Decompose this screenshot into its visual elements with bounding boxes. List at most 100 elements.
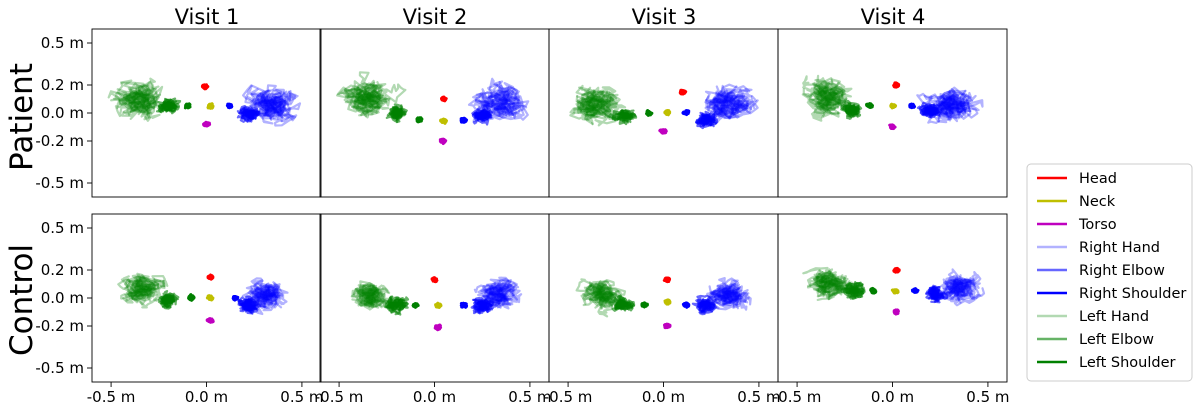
trajectory-left-hand [357, 282, 378, 306]
legend-item-right-elbow: Right Elbow [1037, 263, 1165, 279]
trajectory-neck [435, 301, 442, 308]
legend-label: Head [1079, 171, 1117, 187]
trajectory-right-hand [494, 279, 518, 301]
trajectory-left-hand [816, 85, 845, 115]
legend-label: Left Shoulder [1079, 355, 1175, 371]
x-tick-label: 0.5 m [280, 388, 323, 406]
series-right-elbow [925, 284, 949, 304]
trajectory-right-hand [712, 277, 740, 306]
legend-label: Right Elbow [1079, 263, 1165, 279]
trajectory-left-hand [577, 90, 606, 117]
trajectory-left-hand [576, 95, 612, 117]
trajectory-left-hand [114, 93, 152, 118]
trajectory-left-hand [116, 84, 145, 111]
trajectory-left-hand [336, 84, 382, 117]
trajectory-left-elbow [845, 282, 858, 296]
trajectory-left-hand [343, 89, 388, 113]
trajectory-right-hand [707, 96, 749, 119]
trajectory-right-hand [474, 86, 524, 113]
trajectory-right-hand [485, 278, 512, 304]
y-tick-label: 0.2 m [41, 76, 84, 94]
legend-item-right-hand: Right Hand [1037, 240, 1160, 256]
series-right-hand [936, 268, 986, 307]
trajectory-neck [207, 103, 214, 110]
series-left-elbow [157, 290, 180, 310]
x-tick-label: 0.0 m [642, 388, 685, 406]
panel-patient-visit-2 [319, 28, 550, 198]
trajectory-left-hand [125, 82, 159, 119]
trajectory-left-hand [813, 81, 837, 111]
panel-control-visit-2 [319, 213, 550, 387]
trajectory-right-hand [480, 285, 514, 310]
trajectory-left-hand [812, 272, 849, 293]
series-neck [434, 301, 443, 309]
trajectory-left-elbow [842, 103, 860, 115]
trajectory-left-hand [124, 278, 157, 297]
trajectory-left-hand [357, 71, 383, 116]
trajectory-left-hand [120, 275, 149, 300]
trajectory-left-hand [120, 275, 156, 301]
trajectory-left-hand [813, 85, 852, 119]
series-torso [658, 128, 668, 135]
series-head [662, 276, 672, 284]
trajectory-right-hand [942, 278, 977, 301]
trajectory-left-hand [583, 281, 613, 302]
trajectory-left-hand [801, 93, 848, 118]
trajectory-torso [203, 121, 212, 127]
trajectory-torso [663, 322, 671, 329]
trajectory-left-hand [587, 279, 615, 302]
trajectory-left-hand [816, 277, 853, 299]
trajectory-head [679, 89, 687, 95]
x-tick-label: 0.0 m [413, 388, 456, 406]
trajectory-left-hand [586, 280, 610, 303]
legend-label: Torso [1078, 217, 1117, 233]
trajectory-right-hand [942, 279, 968, 302]
trajectory-left-hand [813, 78, 853, 102]
trajectory-left-hand [585, 282, 615, 318]
trajectory-right-elbow [701, 111, 719, 127]
trajectory-right-hand [487, 80, 518, 116]
series-torso [433, 323, 443, 332]
series-right-elbow [470, 296, 495, 315]
trajectory-right-hand [258, 84, 297, 117]
trajectory-right-shoulder [232, 295, 240, 301]
series-torso [888, 123, 897, 131]
trajectory-left-hand [360, 286, 383, 309]
col-title-visit-2: Visit 2 [403, 5, 468, 29]
series-left-elbow [385, 103, 408, 124]
trajectory-torso [660, 128, 668, 135]
trajectory-left-hand [356, 284, 391, 306]
trajectory-left-elbow [615, 294, 634, 312]
x-tick-label: -0.5 m [773, 388, 822, 406]
trajectory-right-hand [261, 90, 299, 114]
trajectory-left-shoulder [641, 303, 648, 309]
series-right-elbow [691, 294, 717, 316]
y-tick-label: 0.0 m [41, 104, 84, 122]
series-right-hand [704, 83, 759, 125]
trajectory-left-hand [583, 86, 627, 119]
series-right-elbow [471, 107, 493, 126]
trajectory-left-hand [815, 274, 847, 298]
trajectory-neck [442, 118, 448, 125]
trajectory-neck [889, 102, 896, 109]
series-left-elbow [384, 295, 410, 316]
series-left-hand [569, 84, 627, 127]
trajectory-left-hand [131, 80, 166, 109]
series-neck [890, 288, 900, 295]
legend-label: Right Shoulder [1079, 286, 1186, 302]
trajectory-left-hand [588, 90, 621, 114]
series-left-shoulder [415, 116, 424, 124]
x-tick-label: 0.5 m [508, 388, 551, 406]
trajectory-head [892, 82, 899, 89]
trajectory-left-hand [802, 77, 846, 106]
series-head [200, 83, 210, 91]
trajectory-right-hand [484, 95, 528, 119]
trajectory-right-shoulder [683, 301, 690, 308]
y-tick-label: -0.5 m [35, 359, 84, 377]
legend-item-left-elbow: Left Elbow [1037, 332, 1154, 348]
legend-label: Neck [1079, 194, 1116, 210]
trajectory-torso [207, 317, 215, 324]
x-tick-labels: -0.5 m 0.0 m 0.5 m-0.5 m 0.0 m 0.5 m-0.5 m 0.… [87, 388, 1010, 406]
trajectory-left-hand [350, 283, 393, 308]
trajectory-neck [892, 288, 900, 295]
